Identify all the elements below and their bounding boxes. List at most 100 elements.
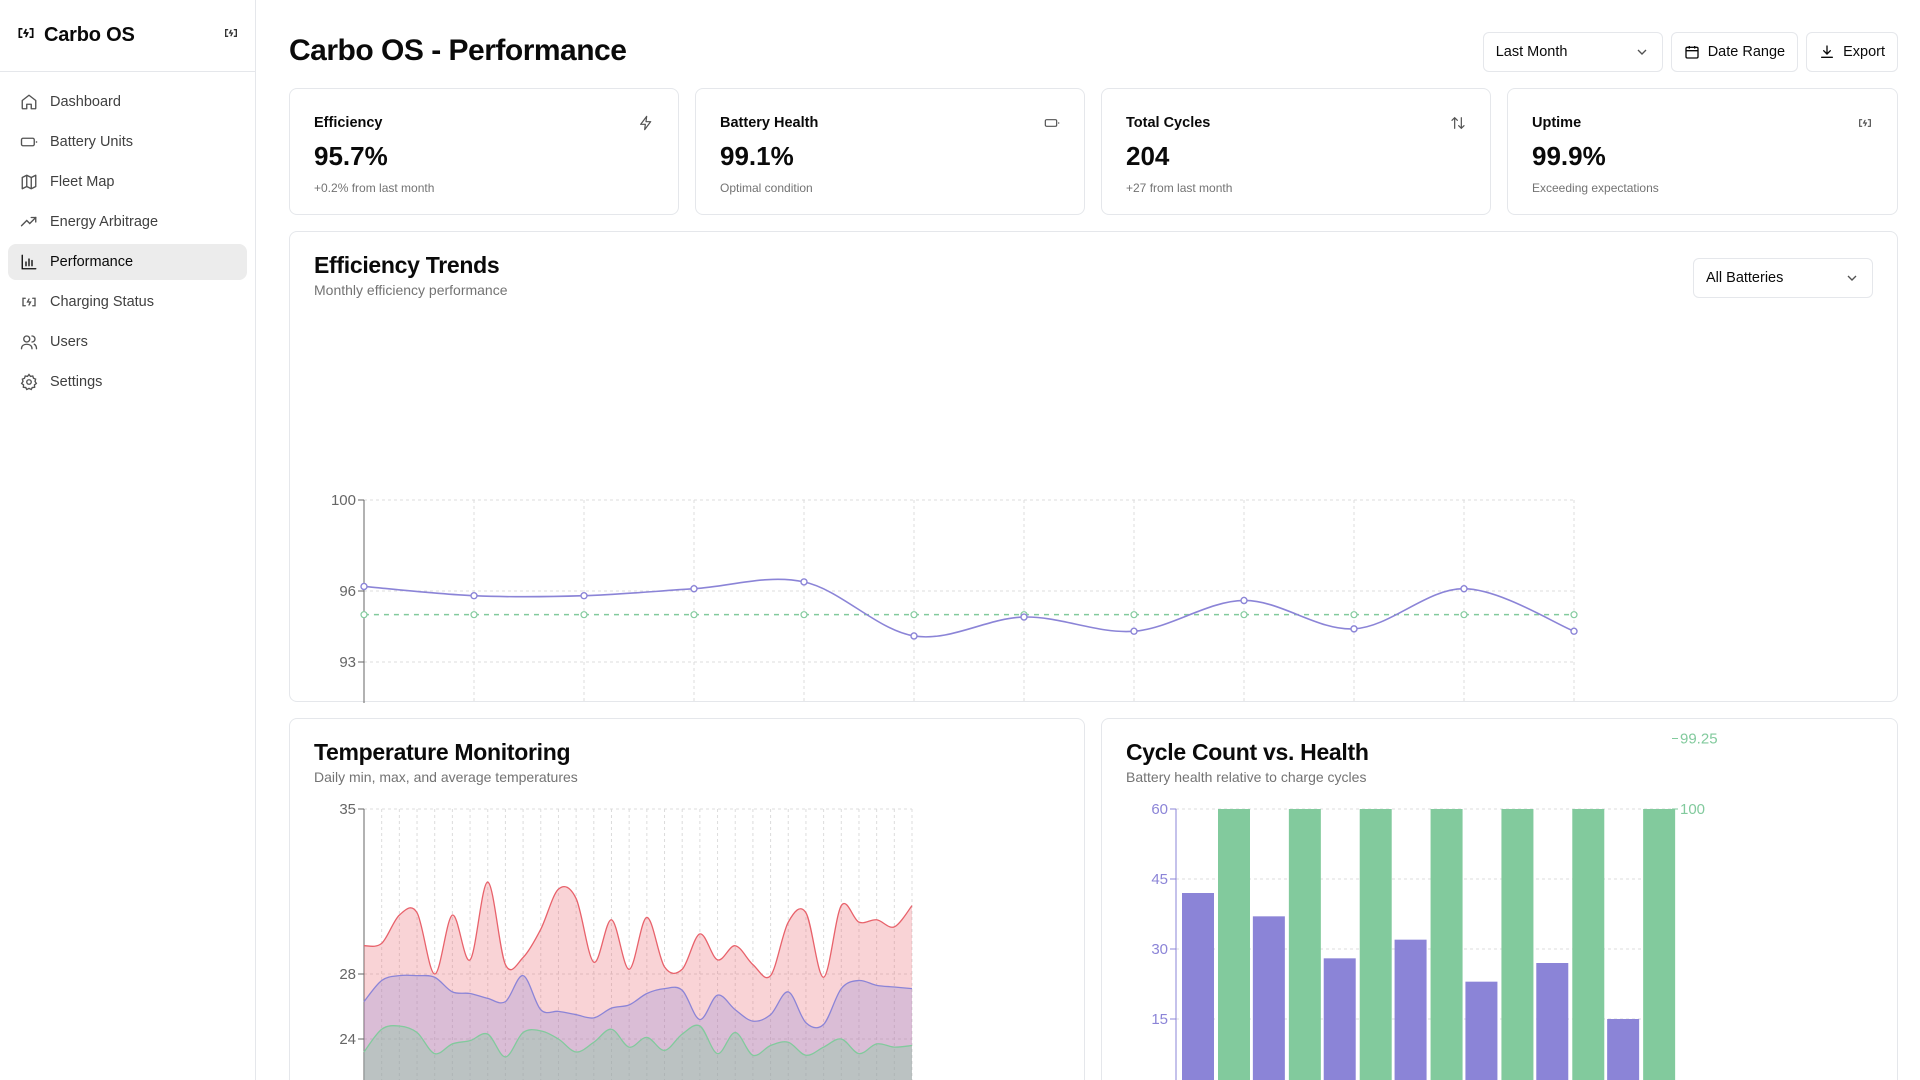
date-range-button[interactable]: Date Range — [1670, 32, 1799, 72]
efficiency-point — [910, 632, 918, 640]
battery-filter-select[interactable]: All Batteries — [1693, 258, 1873, 298]
zap-icon — [640, 115, 652, 131]
chevron-down-icon — [1637, 49, 1647, 55]
trending-up-icon — [20, 216, 37, 227]
gear-icon — [20, 373, 38, 391]
efficiency-point — [690, 585, 698, 593]
section-subtitle: Daily min, max, and average temperatures — [314, 769, 578, 785]
section-title: Temperature Monitoring — [314, 739, 571, 765]
y-tick-label: 96 — [339, 583, 356, 600]
stat-title: Total Cycles — [1126, 115, 1211, 131]
map-icon — [21, 174, 37, 190]
efficiency-point — [1130, 627, 1138, 635]
sidebar-item-label: Battery Units — [50, 134, 133, 150]
app-name: Carbo OS — [44, 24, 135, 46]
stat-card-total-cycles: Total Cycles 204 +27 from last month — [1101, 88, 1491, 215]
efficiency-point — [1020, 613, 1028, 621]
sidebar-nav: Dashboard Battery Units Fleet Map Energy… — [0, 72, 255, 412]
sidebar-item-fleet-map[interactable]: Fleet Map — [8, 164, 247, 200]
efficiency-plot: 909396100JanFebMarAprMayJunJulAugSepOctN… — [331, 492, 1578, 703]
target-point — [1350, 611, 1358, 619]
bar-chart-icon — [21, 254, 37, 270]
stat-value: 204 — [1126, 141, 1170, 171]
stat-card-battery-health: Battery Health 99.1% Optimal condition — [695, 88, 1085, 215]
stat-title: Uptime — [1532, 115, 1582, 131]
battery-icon — [20, 137, 38, 147]
section-subtitle: Monthly efficiency performance — [314, 282, 508, 298]
health-bar — [1643, 809, 1676, 1080]
efficiency-point — [360, 582, 368, 591]
target-point — [910, 611, 918, 619]
sidebar-item-settings[interactable]: Settings — [8, 364, 247, 400]
users-icon — [20, 335, 38, 350]
efficiency-point — [1460, 585, 1468, 593]
target-point — [1130, 611, 1138, 619]
y-left-tick-label: 45 — [1151, 871, 1168, 888]
sidebar-item-charging-status[interactable]: Charging Status — [8, 284, 247, 320]
temp-line-avg — [363, 974, 913, 1029]
health-bar — [1288, 809, 1321, 1080]
efficiency-point — [1350, 625, 1358, 633]
period-select[interactable]: Last Month — [1482, 32, 1663, 72]
stat-value: 95.7% — [314, 141, 388, 171]
plug-icon — [16, 23, 36, 48]
export-button[interactable]: Export — [1806, 32, 1898, 72]
cycles-bar — [1607, 1019, 1640, 1080]
stat-subtext: Optimal condition — [720, 181, 813, 195]
sidebar-item-users[interactable]: Users — [8, 324, 247, 360]
cycles-bar — [1252, 916, 1285, 1080]
cycles-bar — [1536, 963, 1569, 1080]
period-select-value: Last Month — [1495, 44, 1568, 60]
temp-area-min — [364, 1025, 912, 1080]
calendar-icon — [1685, 46, 1699, 59]
plug-icon — [22, 297, 36, 307]
target-point — [360, 611, 368, 619]
y-tick-label: 35 — [339, 801, 356, 818]
sidebar-item-energy-arbitrage[interactable]: Energy Arbitrage — [8, 204, 247, 240]
target-point — [580, 611, 588, 619]
efficiency-trends-card: Efficiency Trends Monthly efficiency per… — [289, 231, 1898, 703]
y-right-tick-label: 99.25 — [1680, 731, 1718, 748]
sidebar-item-dashboard[interactable]: Dashboard — [8, 84, 247, 120]
target-point — [1460, 611, 1468, 619]
temperature-area-chart: 24 28 35 — [339, 801, 913, 1080]
y-tick-label: 93 — [339, 654, 356, 671]
y-left-tick-label: 15 — [1151, 1011, 1168, 1028]
health-bar — [1572, 809, 1605, 1080]
health-bar — [1218, 809, 1250, 1080]
target-point — [800, 611, 808, 619]
temp-line-max — [363, 881, 913, 979]
temperature-plot: 24 28 35 — [339, 801, 913, 1080]
sidebar-item-battery-units[interactable]: Battery Units — [8, 124, 247, 160]
brand-header: Carbo OS — [0, 0, 255, 72]
section-title: Efficiency Trends — [314, 252, 500, 278]
date-range-label: Date Range — [1707, 44, 1786, 60]
header-toolbar: Last Month Date Range Export — [1482, 32, 1898, 72]
health-bar — [1501, 809, 1534, 1080]
stat-value: 99.9% — [1532, 141, 1606, 171]
stat-subtext: +0.2% from last month — [314, 181, 435, 195]
target-point — [470, 611, 478, 619]
y-tick-label: 28 — [339, 966, 356, 983]
stat-card-uptime: Uptime 99.9% Exceeding expectations — [1507, 88, 1898, 215]
temperature-card: Temperature Monitoring Daily min, max, a… — [289, 718, 1085, 1080]
sidebar-toggle-icon[interactable] — [223, 25, 239, 46]
efficiency-line-chart: 909396100JanFebMarAprMayJunJulAugSepOctN… — [331, 492, 1578, 703]
sidebar-item-label: Performance — [50, 254, 134, 270]
health-bar — [1430, 809, 1463, 1080]
sidebar: Carbo OS Dashboard Battery Units Fleet M… — [0, 0, 256, 1080]
sidebar-item-performance[interactable]: Performance — [8, 244, 247, 280]
stat-value: 99.1% — [720, 141, 794, 171]
efficiency-point — [1240, 596, 1248, 605]
stat-card-efficiency: Efficiency 95.7% +0.2% from last month — [289, 88, 679, 215]
export-label: Export — [1843, 44, 1885, 60]
stat-subtext: +27 from last month — [1126, 181, 1233, 195]
page-title: Carbo OS - Performance — [289, 34, 627, 67]
temp-line-min — [363, 1024, 913, 1058]
cycles-bar — [1394, 939, 1427, 1080]
cycles-bar — [1182, 893, 1214, 1080]
cycles-bar — [1465, 981, 1498, 1080]
target-point — [1240, 611, 1248, 619]
